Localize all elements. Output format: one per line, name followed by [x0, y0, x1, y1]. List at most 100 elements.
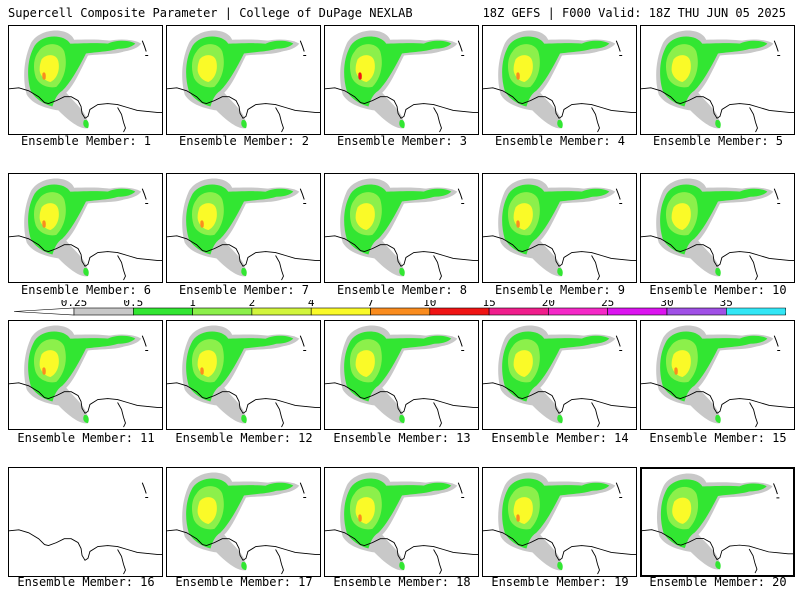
scp-contours: [340, 472, 458, 571]
scp-contours: [24, 325, 142, 424]
lake-outline: [299, 40, 307, 56]
scp-contours: [182, 325, 300, 424]
colorbar-bin: [310, 307, 371, 316]
panel-map: [9, 178, 162, 281]
coastline: [749, 255, 758, 281]
coastline: [433, 107, 442, 133]
coastline: [483, 529, 636, 561]
ensemble-member-label: Ensemble Member: 13: [333, 431, 471, 445]
lake-outline: [773, 188, 781, 204]
coastline: [167, 235, 320, 267]
coastline: [167, 382, 320, 414]
coastline: [641, 235, 794, 267]
coastline: [749, 402, 758, 428]
coastline: [483, 382, 636, 414]
panel-map: [641, 178, 794, 281]
ensemble-panel: [324, 467, 479, 577]
colorbar-bin: [192, 307, 253, 316]
coastline: [483, 235, 636, 267]
scp-contours: [340, 178, 458, 277]
colorbar-tick-label: 0.5: [123, 300, 143, 309]
scp-contours: [24, 30, 142, 129]
coastline: [749, 107, 758, 133]
ensemble-panel: [8, 25, 163, 135]
run-valid-time: 18Z GEFS | F000 Valid: 18Z THU JUN 05 20…: [482, 6, 786, 20]
coastline: [591, 107, 600, 133]
colorbar-bin: [251, 307, 312, 316]
lake-outline: [457, 188, 465, 204]
ensemble-member-label: Ensemble Member: 19: [491, 575, 629, 589]
scp-contours: [656, 30, 774, 129]
coastline: [433, 402, 442, 428]
coastline: [167, 529, 320, 561]
coastline: [275, 549, 284, 575]
colorbar-bin: [133, 307, 193, 316]
coastline: [325, 529, 478, 561]
panel-map: [641, 30, 794, 133]
lake-outline: [773, 483, 780, 499]
coastline: [642, 529, 793, 561]
colorbar-bin: [370, 307, 431, 316]
ensemble-panel: [482, 173, 637, 283]
ensemble-member-label: Ensemble Member: 18: [333, 575, 471, 589]
ensemble-panel: [640, 25, 795, 135]
ensemble-panel: [640, 467, 795, 577]
ensemble-panel: [166, 173, 321, 283]
colorbar-bin: [548, 307, 609, 316]
coastline: [748, 548, 758, 574]
ensemble-panel: [640, 173, 795, 283]
scp-contours: [498, 472, 616, 571]
lake-outline: [299, 188, 307, 204]
panel-map: [483, 325, 636, 428]
lake-outline: [615, 482, 623, 498]
ensemble-member-label: Ensemble Member: 4: [494, 134, 626, 148]
scp-contours: [182, 30, 300, 129]
ensemble-member-label: Ensemble Member: 8: [336, 283, 468, 297]
panel-map: [483, 178, 636, 281]
colorbar-bin: [725, 307, 786, 316]
scp-contours: [498, 325, 616, 424]
ensemble-member-label: Ensemble Member: 5: [652, 134, 784, 148]
colorbar-bin: [488, 307, 549, 316]
coastline: [275, 107, 284, 133]
ensemble-member-label: Ensemble Member: 10: [649, 283, 787, 297]
colorbar-tick-label: 0.25: [61, 300, 88, 309]
colorbar-tick-label: 25: [601, 300, 614, 309]
panel-map: [167, 325, 320, 428]
coastline: [483, 87, 636, 119]
coastline: [117, 549, 126, 575]
scp-contours: [498, 178, 616, 277]
coastline: [641, 87, 794, 119]
ensemble-member-label: Ensemble Member: 9: [494, 283, 626, 297]
ensemble-panel: [166, 467, 321, 577]
scp-contours: [656, 473, 773, 570]
ensemble-member-label: Ensemble Member: 15: [649, 431, 787, 445]
colorbar-tick-label: 10: [423, 300, 436, 309]
colorbar-bin: [429, 307, 490, 316]
ensemble-member-label: Ensemble Member: 3: [336, 134, 468, 148]
panel-map: [483, 30, 636, 133]
scp-contours: [498, 30, 616, 129]
coastline: [591, 255, 600, 281]
scp-contours: [340, 325, 458, 424]
ensemble-member-label: Ensemble Member: 1: [20, 134, 152, 148]
coastline: [591, 549, 600, 575]
colorbar-tick-label: 35: [720, 300, 733, 309]
coastline: [9, 235, 162, 267]
panel-map: [9, 482, 162, 575]
ensemble-panel: [8, 173, 163, 283]
coastline: [325, 382, 478, 414]
scp-contours: [340, 30, 458, 129]
colorbar-tick-label: 1: [189, 300, 196, 309]
scp-contours: [656, 325, 774, 424]
lake-outline: [299, 335, 307, 351]
lake-outline: [141, 188, 149, 204]
panel-map: [167, 30, 320, 133]
chart-title: Supercell Composite Parameter | College …: [8, 6, 413, 20]
colorbar-tick-label: 7: [367, 300, 374, 309]
colorbar-tick-label: 4: [308, 300, 315, 309]
ensemble-member-label: Ensemble Member: 14: [491, 431, 629, 445]
ensemble-member-label: Ensemble Member: 2: [178, 134, 310, 148]
panel-map: [325, 30, 478, 133]
colorbar-bin: [607, 307, 668, 316]
